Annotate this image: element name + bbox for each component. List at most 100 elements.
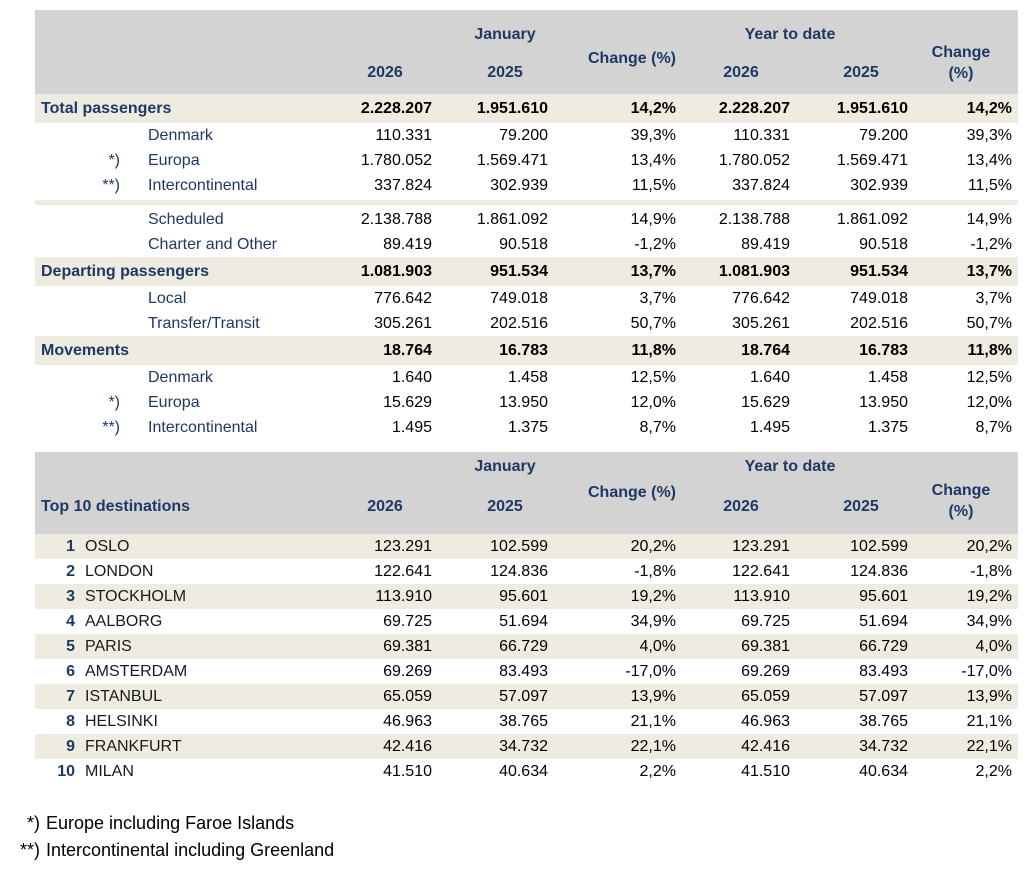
footnote-marker: **) bbox=[102, 418, 120, 436]
footnote-marker: **) bbox=[19, 840, 40, 860]
rank-number: 7 bbox=[66, 687, 75, 705]
cell-ytd-2025: 16.783 bbox=[859, 341, 908, 359]
cell-ytd-2026: 337.824 bbox=[732, 176, 790, 194]
rank-number: 5 bbox=[66, 637, 75, 655]
cell-ytd-2026: 41.510 bbox=[741, 762, 790, 780]
cell-jan-2026: 69.725 bbox=[383, 612, 432, 630]
cell-ytd-2026: 46.963 bbox=[741, 712, 790, 730]
cell-jan-change: 22,1% bbox=[630, 737, 676, 755]
cell-jan-change: 13,7% bbox=[630, 262, 676, 280]
table-row-helsinki: 8 HELSINKI 46.963 38.765 21,1% 46.963 38.… bbox=[35, 709, 1018, 734]
cell-jan-change: 12,5% bbox=[630, 368, 676, 386]
cell-jan-2025: 1.951.610 bbox=[476, 99, 548, 117]
cell-jan-2025: 51.694 bbox=[499, 612, 548, 630]
rank-number: 6 bbox=[66, 662, 75, 680]
header-ytd-2025: 2025 bbox=[843, 498, 879, 515]
destination-name: STOCKHOLM bbox=[85, 587, 187, 605]
table-row-milan: 10 MILAN 41.510 40.634 2,2% 41.510 40.634… bbox=[35, 759, 1018, 784]
table-row-transfer-transit: Transfer/Transit 305.261 202.516 50,7% 3… bbox=[35, 311, 1018, 336]
table-row-paris: 5 PARIS 69.381 66.729 4,0% 69.381 66.729 … bbox=[35, 634, 1018, 659]
cell-jan-2025: 302.939 bbox=[490, 176, 548, 194]
table-row-europa: *) Europa 1.780.052 1.569.471 13,4% 1.780… bbox=[35, 148, 1018, 173]
cell-ytd-change: 8,7% bbox=[975, 418, 1012, 436]
header-january: January bbox=[474, 26, 536, 43]
cell-jan-2026: 123.291 bbox=[374, 537, 432, 555]
cell-ytd-2026: 305.261 bbox=[732, 314, 790, 332]
cell-ytd-2025: 1.951.610 bbox=[836, 99, 908, 117]
cell-ytd-2025: 38.765 bbox=[859, 712, 908, 730]
destination-name: ISTANBUL bbox=[85, 687, 163, 705]
cell-jan-2026: 337.824 bbox=[374, 176, 432, 194]
cell-jan-2025: 66.729 bbox=[499, 637, 548, 655]
cell-jan-2026: 122.641 bbox=[374, 562, 432, 580]
footnotes: *) Europe including Faroe Islands **) In… bbox=[8, 810, 1036, 864]
table-row-movements: Movements 18.764 16.783 11,8% 18.764 16.… bbox=[35, 336, 1018, 365]
cell-ytd-2026: 122.641 bbox=[732, 562, 790, 580]
rank-number: 4 bbox=[66, 612, 75, 630]
cell-ytd-change: 12,5% bbox=[966, 368, 1012, 386]
cell-jan-2025: 95.601 bbox=[499, 587, 548, 605]
footnote-marker bbox=[35, 315, 120, 333]
cell-ytd-2025: 13.950 bbox=[859, 393, 908, 411]
cell-ytd-2026: 1.081.903 bbox=[718, 262, 790, 280]
cell-ytd-change: 11,8% bbox=[967, 341, 1012, 359]
cell-ytd-change: 14,2% bbox=[966, 99, 1012, 117]
group-divider bbox=[35, 200, 1018, 205]
header-jan-2026: 2026 bbox=[367, 64, 403, 81]
traffic-statistics-table: January Year to date Change (%) 2026 202… bbox=[35, 10, 1018, 784]
cell-jan-2025: 102.599 bbox=[490, 537, 548, 555]
cell-ytd-2026: 89.419 bbox=[741, 235, 790, 253]
cell-ytd-2025: 79.200 bbox=[859, 126, 908, 144]
cell-jan-2025: 57.097 bbox=[499, 687, 548, 705]
row-label: Departing passengers bbox=[41, 262, 210, 280]
cell-ytd-2026: 123.291 bbox=[732, 537, 790, 555]
cell-jan-change: -17,0% bbox=[625, 662, 676, 680]
cell-ytd-2026: 65.059 bbox=[741, 687, 790, 705]
cell-jan-2025: 951.534 bbox=[490, 262, 548, 280]
cell-jan-change: 12,0% bbox=[630, 393, 676, 411]
row-label: Scheduled bbox=[148, 210, 224, 228]
cell-jan-2026: 776.642 bbox=[374, 289, 432, 307]
cell-ytd-2026: 110.331 bbox=[733, 126, 790, 144]
destination-name: LONDON bbox=[85, 562, 154, 580]
destination-name: OSLO bbox=[85, 537, 130, 555]
footnote-marker: *) bbox=[108, 393, 120, 411]
table-row-local: Local 776.642 749.018 3,7% 776.642 749.0… bbox=[35, 286, 1018, 311]
cell-ytd-change: 50,7% bbox=[966, 314, 1012, 332]
cell-jan-2025: 1.375 bbox=[507, 418, 548, 436]
destination-name: MILAN bbox=[85, 762, 134, 780]
row-label: Transfer/Transit bbox=[148, 314, 260, 332]
cell-ytd-2025: 57.097 bbox=[859, 687, 908, 705]
cell-jan-2026: 18.764 bbox=[383, 341, 432, 359]
footnote-europe: *) Europe including Faroe Islands bbox=[8, 810, 1036, 837]
table-row-denmark: Denmark 110.331 79.200 39,3% 110.331 79.… bbox=[35, 123, 1018, 148]
cell-ytd-change: 34,9% bbox=[966, 612, 1012, 630]
header-change-january: Change (%) bbox=[588, 50, 676, 67]
footnote-marker bbox=[35, 127, 120, 145]
cell-ytd-change: -1,2% bbox=[970, 235, 1012, 253]
cell-ytd-2025: 95.601 bbox=[859, 587, 908, 605]
row-label: Denmark bbox=[148, 126, 213, 144]
cell-ytd-2026: 1.780.052 bbox=[718, 151, 790, 169]
cell-jan-change: 13,4% bbox=[630, 151, 676, 169]
cell-jan-2025: 83.493 bbox=[499, 662, 548, 680]
table-row-amsterdam: 6 AMSTERDAM 69.269 83.493 -17,0% 69.269 8… bbox=[35, 659, 1018, 684]
cell-jan-2025: 16.783 bbox=[499, 341, 548, 359]
table-row-istanbul: 7 ISTANBUL 65.059 57.097 13,9% 65.059 57.… bbox=[35, 684, 1018, 709]
cell-ytd-2026: 69.269 bbox=[741, 662, 790, 680]
footnote-marker bbox=[35, 290, 120, 308]
row-label: Denmark bbox=[148, 368, 213, 386]
footnote-marker: *) bbox=[108, 151, 120, 169]
cell-ytd-2026: 69.725 bbox=[741, 612, 790, 630]
cell-jan-change: 13,9% bbox=[630, 687, 676, 705]
cell-jan-2026: 2.228.207 bbox=[360, 99, 432, 117]
cell-jan-2025: 1.569.471 bbox=[476, 151, 548, 169]
cell-jan-2026: 1.081.903 bbox=[360, 262, 432, 280]
table-row-charter-and-other: Charter and Other 89.419 90.518 -1,2% 89… bbox=[35, 232, 1018, 257]
table-row-london: 2 LONDON 122.641 124.836 -1,8% 122.641 12… bbox=[35, 559, 1018, 584]
row-label: Europa bbox=[148, 151, 200, 169]
cell-ytd-change: 39,3% bbox=[966, 126, 1012, 144]
rank-number: 3 bbox=[66, 587, 75, 605]
cell-jan-change: 3,7% bbox=[639, 289, 676, 307]
cell-jan-2025: 34.732 bbox=[499, 737, 548, 755]
